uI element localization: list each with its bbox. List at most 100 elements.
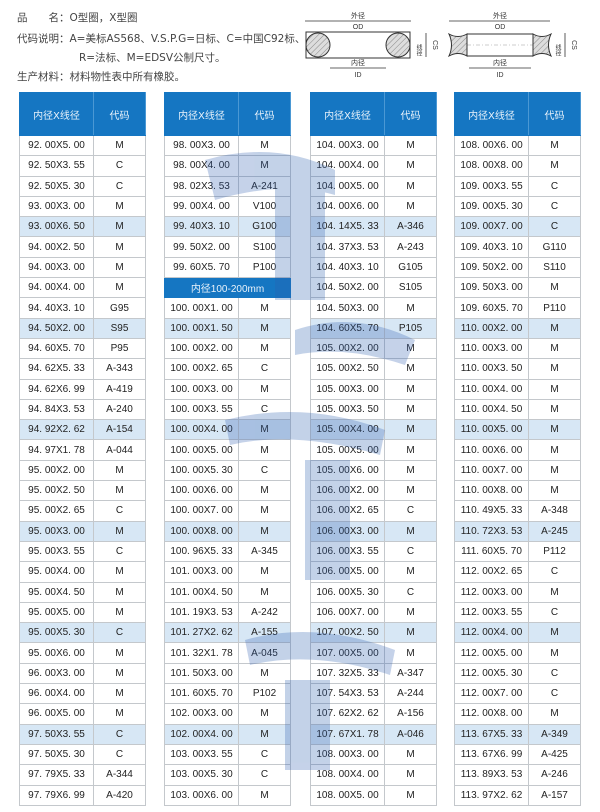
size-cell: 110. 49X5. 33	[454, 500, 529, 522]
code-cell: M	[238, 723, 291, 745]
table-row: 110. 00X5. 00 M	[454, 419, 581, 441]
size-cell: 107. 67X1. 78	[310, 723, 385, 745]
table-row: 92. 50X3. 55 C	[19, 155, 146, 177]
header-code: 代码	[238, 92, 291, 136]
code-cell: M	[528, 459, 581, 482]
header-size: 内径X线径	[310, 92, 385, 136]
size-cell: 110. 00X3. 00	[454, 337, 529, 360]
size-cell: 112. 00X2. 65	[454, 561, 529, 583]
code-cell: A-044	[93, 439, 146, 461]
size-cell: 109. 50X3. 00	[454, 277, 529, 299]
section-label: 内径100-200mm	[164, 277, 291, 299]
table-row: 92. 00X5. 00 M	[19, 134, 146, 157]
size-table-3: 内径X线径 代码 104. 00X3. 00 M 104. 00X4. 00 M 104. …	[310, 92, 437, 806]
table-row: 110. 00X3. 50 M	[454, 358, 581, 380]
size-cell: 107. 00X5. 00	[310, 642, 385, 664]
code-cell: A-241	[238, 175, 291, 197]
code-cell: M	[384, 601, 437, 624]
code-cell: M	[528, 277, 581, 299]
code-cell: M	[384, 155, 437, 177]
size-cell: 100. 00X3. 00	[164, 378, 239, 400]
code-cell: P95	[93, 337, 146, 360]
code-cell: M	[528, 378, 581, 400]
size-cell: 112. 00X8. 00	[454, 703, 529, 725]
size-cell: 93. 00X6. 50	[19, 216, 94, 238]
size-cell: 112. 00X4. 00	[454, 622, 529, 644]
header-size: 内径X线径	[164, 92, 239, 136]
table-row: 95. 00X4. 00 M	[19, 561, 146, 583]
table-row: 95. 00X2. 50 M	[19, 480, 146, 502]
code-cell: A-347	[384, 662, 437, 685]
code-cell: M	[384, 378, 437, 400]
size-cell: 109. 50X2. 00	[454, 256, 529, 279]
table-row: 103. 00X3. 55 C	[164, 743, 291, 766]
code-cell: A-046	[384, 723, 437, 745]
code-cell: A-344	[93, 764, 146, 786]
code-cell: M	[384, 398, 437, 421]
code-cell: M	[528, 642, 581, 664]
table-row: 105. 00X2. 00 M	[310, 337, 437, 360]
header-size: 内径X线径	[454, 92, 529, 136]
code-cell: A-244	[384, 683, 437, 705]
code-cell: C	[528, 175, 581, 197]
table-row: 107. 00X2. 50 M	[310, 622, 437, 644]
table-row: 107. 67X1. 78 A-046	[310, 723, 437, 745]
code-cell: C	[93, 175, 146, 197]
code-cell: M	[238, 439, 291, 461]
table-row: 96. 00X5. 00 M	[19, 703, 146, 725]
table-row: 110. 00X8. 00 M	[454, 480, 581, 502]
table-row: 95. 00X2. 65 C	[19, 500, 146, 522]
size-cell: 104. 37X3. 53	[310, 236, 385, 258]
size-cell: 95. 00X2. 65	[19, 500, 94, 522]
code-cell: M	[93, 581, 146, 603]
table-row: 97. 79X5. 33 A-344	[19, 764, 146, 786]
code-cell: C	[238, 743, 291, 766]
size-cell: 106. 00X3. 00	[310, 520, 385, 542]
table-row: 93. 00X6. 50 M	[19, 216, 146, 238]
table-row: 109. 60X5. 70 P110	[454, 297, 581, 319]
size-cell: 105. 00X3. 00	[310, 378, 385, 400]
code-cell: M	[528, 134, 581, 157]
table-row: 111. 60X5. 70 P112	[454, 540, 581, 563]
table-row: 104. 00X3. 00 M	[310, 134, 437, 157]
table-row: 112. 00X5. 30 C	[454, 662, 581, 685]
table-row: 112. 00X7. 00 C	[454, 683, 581, 705]
table-row: 95. 00X4. 50 M	[19, 581, 146, 603]
table-row: 112. 00X5. 00 M	[454, 642, 581, 664]
code-cell: C	[528, 601, 581, 624]
table-row: 95. 00X5. 00 M	[19, 601, 146, 624]
code-cell: A-348	[528, 500, 581, 522]
size-cell: 105. 00X6. 00	[310, 459, 385, 482]
code-cell: C	[384, 581, 437, 603]
code-cell: M	[238, 520, 291, 542]
code-cell: M	[93, 277, 146, 299]
table-header: 内径X线径 代码	[164, 92, 291, 136]
code-cell: G100	[238, 216, 291, 238]
table-row: 100. 00X8. 00 M	[164, 520, 291, 542]
size-cell: 95. 00X4. 00	[19, 561, 94, 583]
size-cell: 105. 00X2. 50	[310, 358, 385, 380]
size-cell: 100. 00X7. 00	[164, 500, 239, 522]
size-cell: 100. 00X2. 00	[164, 337, 239, 360]
table-row: 112. 00X3. 00 M	[454, 581, 581, 603]
size-cell: 95. 00X2. 00	[19, 459, 94, 482]
code-cell: M	[384, 459, 437, 482]
size-cell: 104. 50X2. 00	[310, 277, 385, 299]
table-row: 99. 50X2. 00 S100	[164, 236, 291, 258]
table-row: 101. 19X3. 53 A-242	[164, 601, 291, 624]
size-cell: 106. 00X5. 30	[310, 581, 385, 603]
size-table-1: 内径X线径 代码 92. 00X5. 00 M 92. 50X3. 55 C 92. 50X…	[19, 92, 146, 806]
code-cell: A-245	[528, 520, 581, 542]
size-cell: 104. 40X3. 10	[310, 256, 385, 279]
table-row: 98. 02X3. 53 A-241	[164, 175, 291, 197]
table-row: 107. 32X5. 33 A-347	[310, 662, 437, 685]
size-cell: 100. 00X6. 00	[164, 480, 239, 502]
code-cell: M	[238, 662, 291, 685]
table-row: 108. 00X3. 00 M	[310, 743, 437, 766]
size-cell: 101. 32X1. 78	[164, 642, 239, 664]
code-cell: P112	[528, 540, 581, 563]
code-cell: C	[93, 500, 146, 522]
size-cell: 102. 00X3. 00	[164, 703, 239, 725]
table-row: 101. 27X2. 62 A-155	[164, 622, 291, 644]
table-row: 105. 00X4. 00 M	[310, 419, 437, 441]
